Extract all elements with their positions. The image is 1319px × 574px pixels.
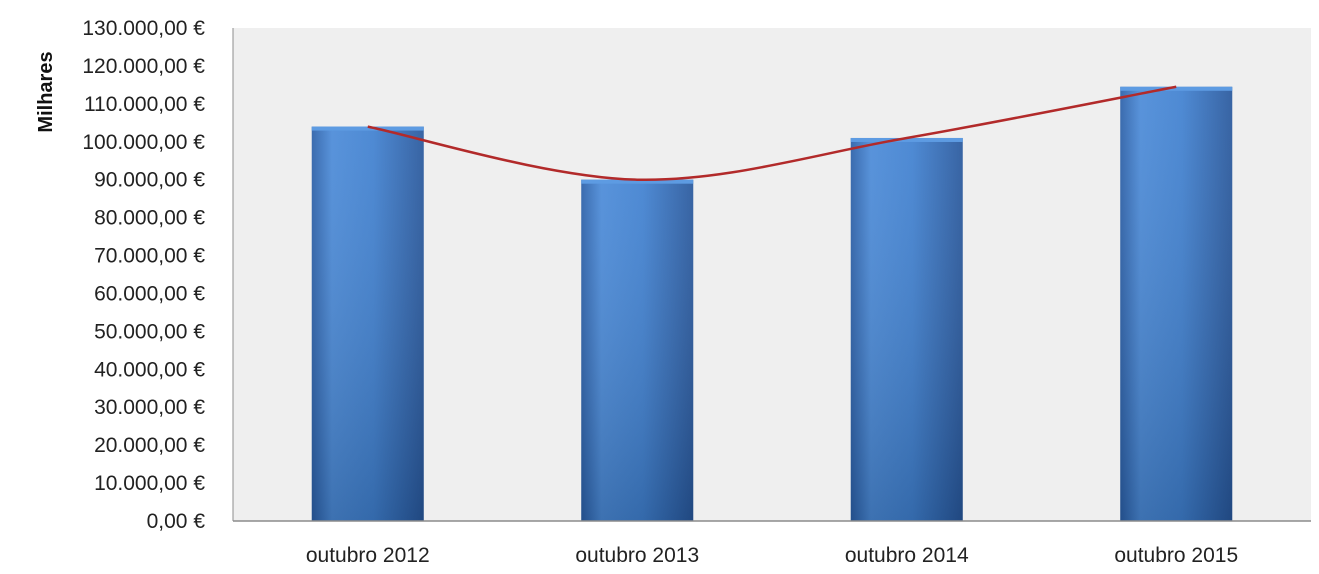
bar-shade bbox=[850, 137, 963, 521]
y-tick-label: 110.000,00 € bbox=[84, 93, 205, 116]
y-tick-label: 30.000,00 € bbox=[94, 396, 205, 419]
x-category-label: outubro 2014 bbox=[845, 544, 969, 567]
bars-group bbox=[311, 86, 1233, 522]
bar-shade bbox=[581, 179, 694, 521]
y-tick-label: 90.000,00 € bbox=[94, 169, 205, 192]
trendline-group bbox=[367, 85, 1177, 181]
y-axis-ticks: 0,00 € 10.000,00 € 20.000,00 € 30.000,00 € 4… bbox=[82, 17, 205, 533]
y-tick-label: 40.000,00 € bbox=[94, 358, 205, 381]
y-tick-label: 0,00 € bbox=[147, 510, 206, 533]
x-axis-labels: outubro 2012 outubro 2013 outubro 2014 outu… bbox=[306, 544, 1238, 567]
y-tick-label: 100.000,00 € bbox=[82, 131, 205, 154]
y-tick-label: 80.000,00 € bbox=[94, 207, 205, 230]
y-tick-label: 50.000,00 € bbox=[94, 320, 205, 343]
y-tick-label: 70.000,00 € bbox=[94, 245, 205, 268]
bar-top-highlight bbox=[1120, 86, 1233, 91]
bar-shade bbox=[1120, 86, 1233, 522]
y-tick-label: 20.000,00 € bbox=[94, 434, 205, 457]
bar-top-highlight bbox=[581, 179, 694, 184]
y-tick-label: 130.000,00 € bbox=[82, 17, 205, 40]
y-tick-label: 120.000,00 € bbox=[82, 55, 205, 78]
bar-top-highlight bbox=[311, 126, 424, 131]
x-category-label: outubro 2012 bbox=[306, 544, 430, 567]
bar-top-highlight bbox=[850, 137, 963, 142]
y-tick-label: 60.000,00 € bbox=[94, 282, 205, 305]
trendline bbox=[367, 85, 1177, 181]
bar-shade bbox=[311, 126, 424, 521]
x-category-label: outubro 2015 bbox=[1114, 544, 1238, 567]
y-axis-title: Milhares bbox=[35, 51, 57, 132]
y-tick-label: 10.000,00 € bbox=[94, 472, 205, 495]
x-category-label: outubro 2013 bbox=[575, 544, 699, 567]
